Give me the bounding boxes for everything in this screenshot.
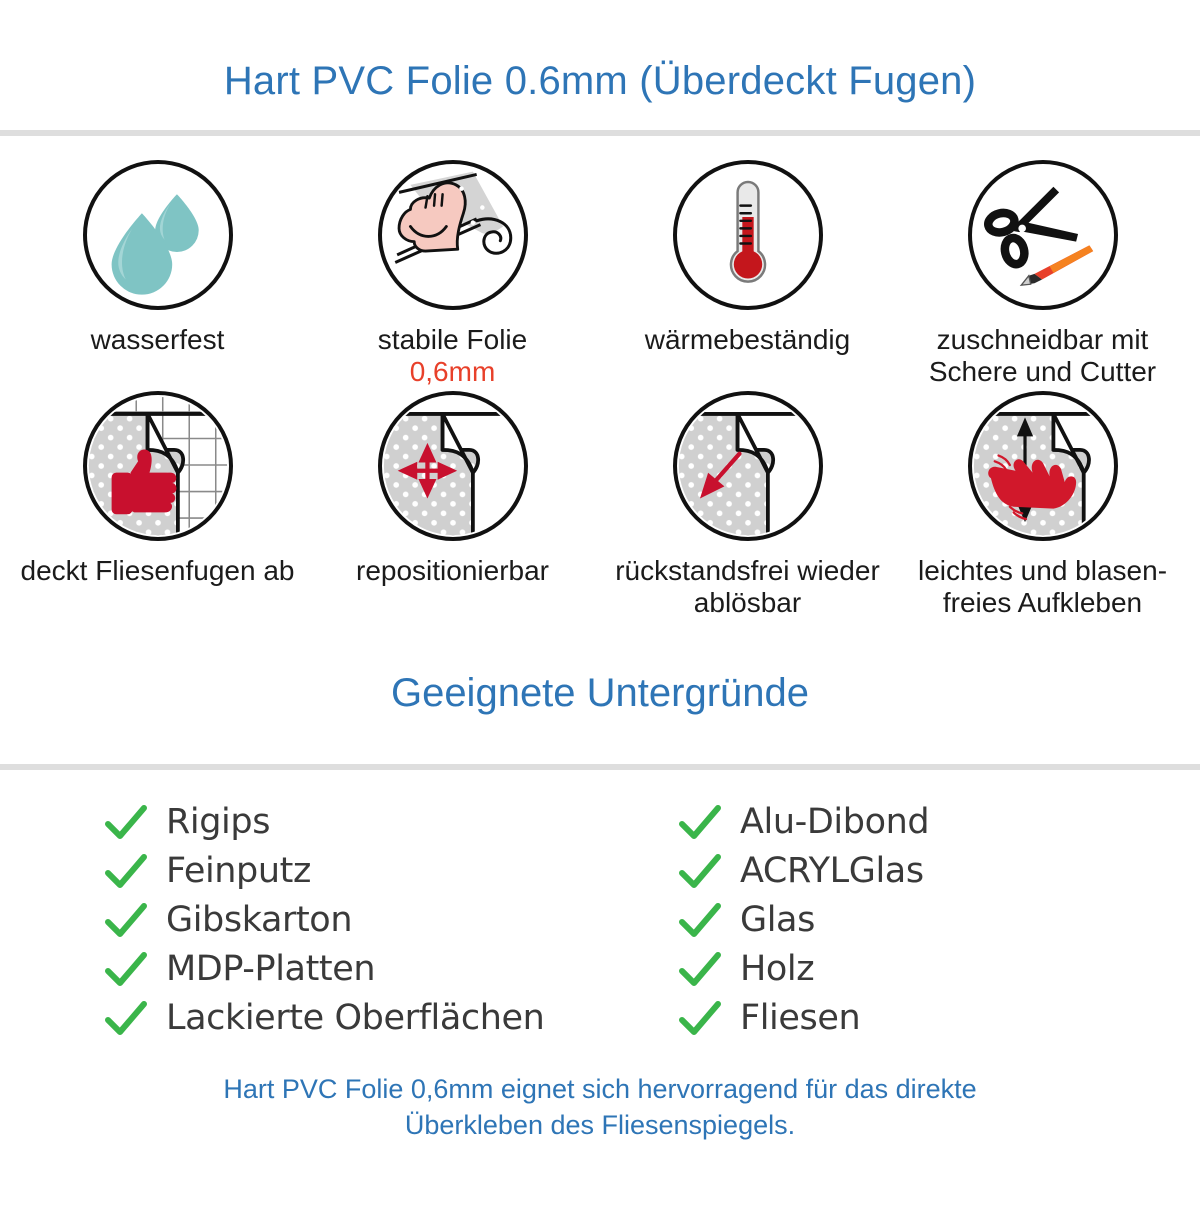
- feature-icon-circle: [82, 390, 233, 541]
- feature-zuschneidbar: zuschneidbar mit Schere und Cutter: [895, 159, 1190, 389]
- list-item-label: Lackierte Oberflächen: [166, 998, 545, 1039]
- list-item-label: Fliesen: [740, 998, 861, 1039]
- feature-label: zuschneidbar mit Schere und Cutter: [928, 323, 1157, 388]
- feature-label: stabile Folie 0,6mm: [377, 323, 528, 388]
- feature-wasserfest: wasserfest: [10, 159, 305, 389]
- substrates-lists: Rigips Feinputz Gibskarton MDP-Platten: [0, 770, 1200, 1045]
- list-item-label: Feinputz: [166, 851, 311, 892]
- feature-icon-circle: [672, 390, 823, 541]
- substrates-column-left: Rigips Feinputz Gibskarton MDP-Platten: [0, 800, 600, 1045]
- feature-deckt-fliesenfugen: deckt Fliesenfugen ab: [10, 390, 305, 620]
- feature-label: repositionierbar: [356, 554, 549, 586]
- check-icon: [678, 901, 722, 941]
- check-icon: [678, 999, 722, 1039]
- list-item: Feinputz: [104, 849, 600, 895]
- check-icon: [104, 901, 148, 941]
- footer-line-2: Überkleben des Fliesenspiegels.: [404, 1110, 796, 1141]
- feature-repositionierbar: repositionierbar: [305, 390, 600, 620]
- feature-waermebestaendig: wärmebeständig: [600, 159, 895, 389]
- feature-grid: wasserfest: [0, 136, 1200, 620]
- water-drops-icon: [87, 164, 229, 306]
- list-item: Glas: [678, 898, 1200, 944]
- list-item-label: Gibskarton: [166, 900, 353, 941]
- list-item-label: Alu-Dibond: [740, 802, 930, 843]
- list-item: MDP-Platten: [104, 947, 600, 993]
- check-icon: [104, 852, 148, 892]
- feature-label: wasserfest: [90, 323, 225, 355]
- feature-label: deckt Fliesenfugen ab: [20, 554, 295, 586]
- footer-note: Hart PVC Folie 0,6mm eignet sich hervorr…: [0, 1045, 1200, 1144]
- feature-icon-circle: [967, 159, 1118, 310]
- feature-label: wärmebeständig: [644, 323, 851, 355]
- check-icon: [104, 950, 148, 990]
- move-arrows-foil-icon: [382, 395, 524, 537]
- peel-arrow-foil-icon: [677, 395, 819, 537]
- list-item-label: Glas: [740, 900, 815, 941]
- list-item: ACRYLGlas: [678, 849, 1200, 895]
- list-item-label: MDP-Platten: [166, 949, 376, 990]
- check-icon: [104, 999, 148, 1039]
- feature-stabile-folie: stabile Folie 0,6mm: [305, 159, 600, 389]
- substrates-heading: Geeignete Untergründe: [390, 670, 810, 715]
- footer-line-1: Hart PVC Folie 0,6mm eignet sich hervorr…: [223, 1073, 977, 1104]
- list-item-label: ACRYLGlas: [740, 851, 924, 892]
- list-item: Alu-Dibond: [678, 800, 1200, 846]
- smoothing-hand-foil-icon: [972, 395, 1114, 537]
- feature-icon-circle: [377, 390, 528, 541]
- check-icon: [678, 950, 722, 990]
- substrates-column-right: Alu-Dibond ACRYLGlas Glas Holz: [600, 800, 1200, 1045]
- list-item-label: Rigips: [166, 802, 271, 843]
- list-item: Gibskarton: [104, 898, 600, 944]
- list-item: Lackierte Oberflächen: [104, 996, 600, 1042]
- check-icon: [678, 852, 722, 892]
- list-item: Holz: [678, 947, 1200, 993]
- feature-icon-circle: [82, 159, 233, 310]
- check-icon: [104, 803, 148, 843]
- feature-label: rückstandsfrei wieder ablösbar: [615, 554, 880, 618]
- feature-rueckstandsfrei: rückstandsfrei wieder ablösbar: [600, 390, 895, 620]
- divider-top: [0, 129, 1200, 136]
- divider-middle: [0, 763, 1200, 770]
- list-item-label: Holz: [740, 949, 815, 990]
- scissors-cutter-icon: [972, 164, 1114, 306]
- feature-icon-circle: [967, 390, 1118, 541]
- page-title: Hart PVC Folie 0.6mm (Überdeckt Fugen): [223, 58, 977, 103]
- strong-arm-foil-icon: [382, 164, 524, 306]
- check-icon: [678, 803, 722, 843]
- feature-icon-circle: [377, 159, 528, 310]
- feature-blasenfreies-aufkleben: leichtes und blasen-freies Aufkleben: [895, 390, 1190, 620]
- feature-label: leichtes und blasen-freies Aufkleben: [917, 554, 1168, 618]
- feature-sublabel: 0,6mm: [409, 356, 496, 388]
- list-item: Fliesen: [678, 996, 1200, 1042]
- thermometer-icon: [677, 164, 819, 306]
- feature-icon-circle: [672, 159, 823, 310]
- list-item: Rigips: [104, 800, 600, 846]
- thumbs-up-foil-tiles-icon: [87, 395, 229, 537]
- infographic-page: Hart PVC Folie 0.6mm (Überdeckt Fugen) w…: [0, 27, 1200, 1227]
